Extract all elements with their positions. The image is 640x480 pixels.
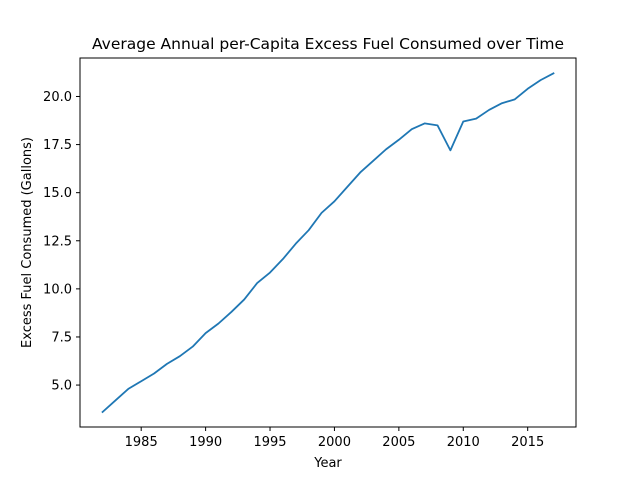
x-tick-label: 1985 bbox=[125, 435, 158, 450]
x-tick-label: 2010 bbox=[447, 435, 480, 450]
x-tick-label: 1990 bbox=[189, 435, 222, 450]
y-tick-label: 5.0 bbox=[51, 379, 72, 394]
x-tick-label: 2005 bbox=[382, 435, 415, 450]
x-tick-label: 1995 bbox=[253, 435, 286, 450]
y-axis-ticks: 5.0 7.5 10.0 12.5 15.0 17.5 20.0 bbox=[43, 90, 80, 394]
y-tick-label: 12.5 bbox=[43, 234, 72, 249]
x-axis-label: Year bbox=[313, 456, 342, 471]
x-tick-label: 2000 bbox=[318, 435, 351, 450]
x-axis-ticks: 1985 1990 1995 2000 2005 2010 2015 bbox=[125, 427, 544, 450]
series-line bbox=[101, 72, 555, 414]
y-tick-label: 15.0 bbox=[43, 186, 72, 201]
y-tick-label: 7.5 bbox=[51, 330, 72, 345]
x-tick-label: 2015 bbox=[511, 435, 544, 450]
plot-frame bbox=[79, 57, 577, 428]
y-tick-label: 20.0 bbox=[43, 90, 72, 105]
y-axis-label: Excess Fuel Consumed (Gallons) bbox=[20, 137, 35, 348]
series-layer bbox=[101, 72, 555, 414]
y-tick-label: 17.5 bbox=[43, 138, 72, 153]
chart-title: Average Annual per-Capita Excess Fuel Co… bbox=[92, 35, 564, 53]
y-tick-label: 10.0 bbox=[43, 282, 72, 297]
